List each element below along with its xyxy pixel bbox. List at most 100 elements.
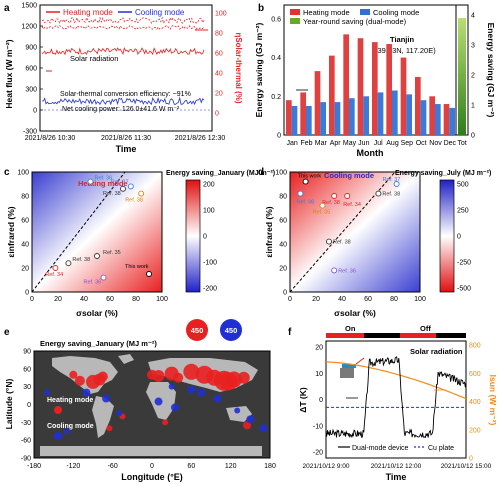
panel-a-ytick-right: 100 [215,11,227,18]
ref-point [100,274,107,281]
panel-e-ytick: 30 [23,384,31,391]
legend-total-label: Year-round saving (dual-mode) [303,17,407,26]
ref-label: Ref. 37 [383,177,401,183]
bar-heating [415,76,421,135]
ytick: 80 [279,194,287,201]
panel-e-letter: e [4,327,10,338]
ref-label: Ref. 35 [313,210,331,216]
panel-b-xtick: May [343,140,357,147]
ref-point [94,253,100,259]
bar-heating [386,44,392,135]
bar-heating [400,57,407,136]
legend-cooling-swatch [360,9,370,15]
panel-f-ytick-left: -20 [313,450,323,457]
panel-e-ytick: -30 [21,420,31,427]
ytick: 40 [21,242,29,249]
panel-b-xtick: Nov [429,140,442,147]
panel-a-ytick-left: 1200 [21,24,37,31]
cooling-bubble [259,424,268,433]
series-solar-radiation [41,16,205,25]
heating-bubble [97,371,108,382]
bar-cooling [363,96,369,135]
bar-heating [429,96,435,135]
xtick: 80 [390,296,398,303]
location-label: Tianjin [390,35,414,44]
ref-label: Ref. 38 [333,240,351,246]
panel-b-ytick-right: 1 [471,103,475,110]
panel-a-xtick-0: 2021/8/26 10:30 [25,135,76,142]
colorbar-tick: 250 [457,208,469,215]
panel-b-xlabel: Month [357,148,384,158]
panel-e: e Energy saving_January (MJ m⁻²) 450 450… [4,319,276,482]
annotation-solar-radiation: Solar radiation [70,54,118,63]
ref-point [326,238,332,245]
panel-f-series [325,356,467,439]
panel-b-xtick: Oct [416,140,427,147]
ref-label: This work [125,264,149,270]
panel-d-xlabel: σsolar (%) [334,308,376,318]
device-ray [355,357,365,365]
xtick: 40 [80,296,88,303]
panel-b-total-label: Tot [457,140,466,147]
panel-b-ytick-right: 2 [471,73,475,80]
bar-on-1 [326,333,364,338]
ref-label: Ref. 34 [45,272,63,278]
bar-heating [372,42,378,136]
panel-f-ylabel-right: Isun (W m⁻²) [488,375,498,426]
panel-d-ylabel: εinfrared (%) [264,206,274,257]
ytick: 20 [279,266,287,273]
panel-f-frame [325,340,467,459]
panel-a-ytick-right: 80 [215,31,223,38]
cooling-bubble [234,407,241,414]
ref-point [127,183,134,190]
panel-b-frame [283,4,457,136]
panel-b-bars [286,18,466,136]
xtick: 80 [132,296,140,303]
panel-e-ytick: -60 [21,438,31,445]
cooling-bubble [154,397,163,406]
xtick: 40 [338,296,346,303]
device-top [342,364,356,368]
ytick: 0 [283,290,287,297]
panel-a-xtick-1: 2021/8/26 11:30 [101,135,151,142]
ref-point [331,267,338,274]
ref-label: Ref. 35 [103,250,121,256]
panel-a-ytick-left: -300 [23,129,37,136]
legend-cooling-label-b: Cooling mode [373,8,419,17]
cooling-bubble [197,388,206,397]
ref-point [87,178,94,185]
panel-b-yticks: 0 0.2 0.4 0.6 0 1 2 3 4 [271,13,475,140]
panel-e-ytick: 90 [23,349,31,356]
xtick: 0 [288,296,292,303]
bar-cooling [449,107,455,135]
panel-a-ytick-left: 900 [25,45,37,52]
ytick: 80 [21,194,29,201]
ref-point [331,193,338,199]
land-south-america [92,396,114,438]
bar-off-2 [436,333,466,338]
panel-e-ytick: 60 [23,366,31,373]
bar-heating [314,71,321,135]
panel-b-ytick-right: 4 [471,13,475,20]
heating-bubble [237,371,250,384]
panel-b-xtick: Mar [315,140,328,147]
panel-c-letter: c [4,167,10,178]
legend-heating-dot [54,406,62,414]
legend-cooling-label-e: Cooling mode [47,423,94,430]
panel-b-xtick: Jan [287,140,298,147]
panel-d-cbar-title: Energy saving_July (MJ m⁻²) [395,170,491,177]
bar-heating [357,38,364,135]
ref-label: Ref. 36 [84,280,102,286]
bar-year-round-total [458,18,466,135]
panel-f-ylabel-left: ΔT (K) [298,387,308,413]
panel-e-title: Energy saving_January (MJ m⁻²) [40,339,157,348]
panel-b-ylabel-right: Energy saving (GJ m⁻²) [486,23,496,118]
panel-b-ytick-left: 0.6 [271,16,281,23]
panel-a-ytick-right: 40 [215,71,223,78]
bubble-legend-heating [186,319,208,341]
bar-heating [286,100,292,135]
panel-c-ticks: 00 20 20 40 40 60 60 80 80 100 100 [17,170,168,304]
panel-e-ticks: -180 -120 -60 0 60 120 180 90 60 30 0 -30 -60 -90 [21,349,276,471]
